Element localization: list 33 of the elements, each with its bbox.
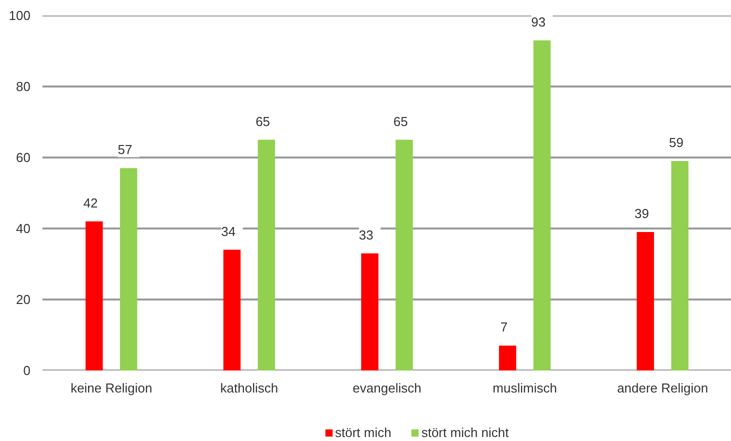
data-label: 42 [83,195,98,210]
bar [498,346,516,370]
data-label: 65 [393,114,408,129]
x-tick-label: andere Religion [617,380,708,396]
data-label: 57 [118,142,132,158]
data-label: 93 [531,14,546,30]
legend-label: stört mich [335,425,392,440]
bar [361,253,378,370]
data-label: 7 [500,320,508,335]
x-tick-label: katholisch [220,380,278,396]
data-label: 34 [221,224,236,239]
bar [120,168,138,370]
bar [223,250,241,370]
bar [636,232,654,370]
data-label: 65 [256,114,270,129]
bar [533,40,551,370]
data-label: 39 [634,206,649,222]
data-label: 33 [358,227,374,242]
bar [396,140,413,370]
y-tick-label: 40 [16,221,31,236]
y-tick-label: 60 [16,150,31,165]
bar [671,161,688,370]
y-tick-label: 0 [23,363,31,378]
y-tick-label: 20 [16,292,31,307]
bar [86,221,103,370]
data-label: 59 [668,135,684,150]
x-tick-label: keine Religion [70,380,152,396]
y-tick-label: 100 [8,8,31,23]
x-tick-label: muslimisch [492,380,557,396]
y-tick-label: 80 [16,79,31,94]
legend-label: stört mich nicht [421,425,509,440]
x-tick-label: evangelisch [352,380,422,396]
bar [258,140,276,370]
